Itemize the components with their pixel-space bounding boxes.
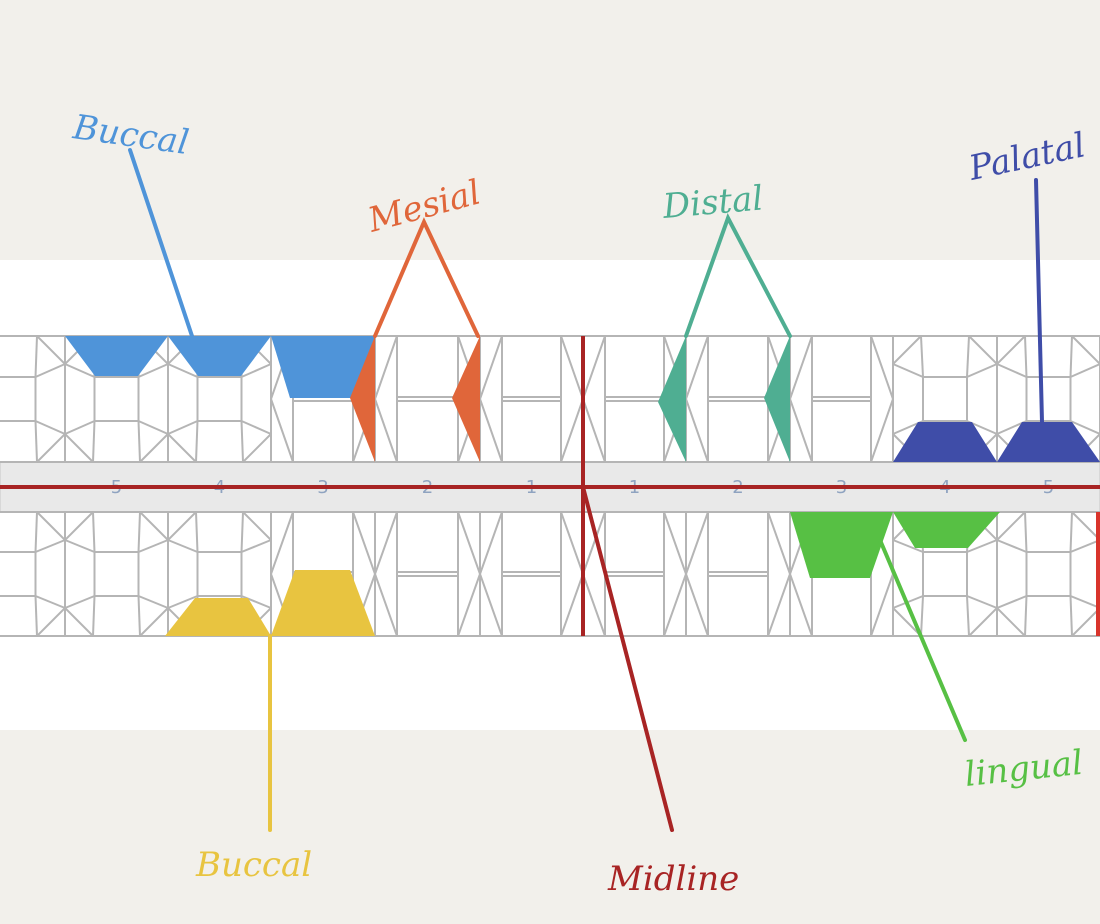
lingual-surface (893, 512, 1000, 548)
distal-surface (764, 336, 790, 462)
tooth (373, 511, 482, 637)
label-buccal-lower: Buccal (195, 845, 312, 885)
distal-surface (658, 336, 686, 462)
tooth-line (138, 420, 169, 435)
tooth-line (64, 420, 95, 435)
lingual-surface (790, 512, 893, 578)
tooth-line (92, 420, 96, 463)
tooth-occlusal (93, 376, 140, 422)
tooth-line (138, 363, 169, 378)
tooth-occlusal (196, 376, 243, 422)
tooth-line (1069, 595, 1073, 637)
tooth-line (1024, 595, 1028, 637)
tooth-occlusal (922, 551, 968, 597)
pointer (581, 485, 674, 832)
tooth-line (966, 363, 998, 378)
tooth-line (35, 539, 66, 553)
mesial-surface (452, 336, 480, 462)
tooth-line (92, 511, 96, 553)
tooth-line (137, 420, 141, 463)
tooth-occlusal (196, 551, 243, 597)
tooth-line (241, 363, 272, 378)
surfaces (65, 336, 1100, 636)
tooth-line (1070, 363, 1100, 378)
tooth-occlusal (1025, 376, 1072, 422)
tooth-line (167, 420, 198, 435)
tooth-line (137, 511, 141, 553)
tooth-line (966, 595, 970, 637)
tooth-line (64, 595, 95, 609)
tooth-line (34, 420, 38, 463)
tooth-line (167, 539, 198, 553)
palatal-surface (893, 422, 997, 462)
tooth-line (92, 595, 96, 637)
tooth-line (34, 595, 38, 637)
buccal-surface-lower (165, 598, 271, 636)
tooth-line (167, 595, 198, 609)
buccal-surface (271, 336, 375, 398)
tooth-line (1070, 539, 1100, 553)
tooth-line (966, 335, 970, 378)
buccal-surface-lower (271, 570, 375, 636)
tooth-line (137, 595, 141, 637)
tooth-line (240, 420, 244, 463)
tooth-line (966, 595, 998, 609)
buccal-surface (168, 336, 271, 376)
tooth-line (35, 595, 66, 609)
tooth-line (195, 420, 199, 463)
tooth-line (64, 363, 95, 378)
tooth-line (1024, 335, 1028, 378)
tooth-occlusal (93, 551, 140, 597)
tooth-line (195, 511, 199, 553)
tooth-occlusal (1025, 551, 1072, 597)
tooth-line (167, 363, 198, 378)
tooth-line (138, 539, 169, 553)
tooth-line (892, 539, 924, 553)
tooth-line (34, 511, 38, 553)
tooth-line (920, 595, 924, 637)
annotation-lines (128, 148, 1044, 832)
pointer (128, 148, 194, 338)
tooth (478, 335, 585, 463)
tooth-line (241, 420, 272, 435)
tooth-line (240, 511, 244, 553)
palatal-surface (997, 422, 1100, 462)
tooth-line (1024, 511, 1028, 553)
tooth (996, 511, 1100, 637)
tooth-line (892, 363, 924, 378)
tooth-line (920, 335, 924, 378)
pointer (1034, 178, 1044, 424)
tooth-occlusal (922, 376, 968, 422)
tooth-line (1070, 595, 1100, 609)
tooth-line (35, 420, 66, 435)
label-distal: Distal (660, 178, 764, 227)
tooth (64, 511, 169, 637)
tooth-line (966, 539, 998, 553)
tooth-line (1070, 420, 1100, 435)
tooth-line (1069, 335, 1073, 378)
tooth-line (34, 335, 38, 378)
buccal-surface (65, 336, 168, 376)
pointer (878, 538, 967, 742)
tooth-line (241, 539, 272, 553)
tooth-line (64, 539, 95, 553)
tooth-line (138, 595, 169, 609)
pointer (684, 213, 792, 338)
tooth-line (35, 363, 66, 378)
tooth-occlusal (0, 376, 37, 422)
label-midline: Midline (607, 859, 739, 899)
tooth (64, 335, 169, 463)
tooth-line (996, 363, 1027, 378)
tooth-line (996, 539, 1027, 553)
tooth-line (1069, 511, 1073, 553)
tooth-line (996, 595, 1027, 609)
mesial-surface (350, 336, 375, 462)
pointer (373, 217, 480, 338)
tooth-occlusal (0, 551, 37, 597)
